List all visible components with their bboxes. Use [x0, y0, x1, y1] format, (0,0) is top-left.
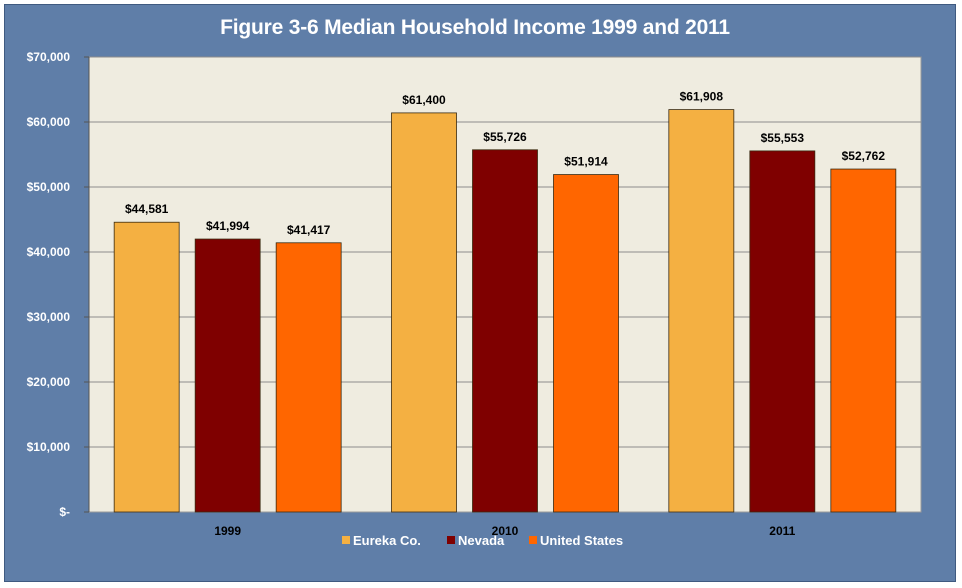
bar: [194, 238, 261, 513]
data-label: $41,417: [287, 223, 331, 237]
bar: [113, 221, 180, 513]
x-tick-label: 2010: [492, 524, 519, 538]
legend-label: Nevada: [458, 533, 505, 548]
data-label: $51,914: [564, 155, 608, 169]
data-label: $55,553: [761, 131, 805, 145]
bar: [391, 112, 457, 513]
data-label: $55,726: [483, 130, 527, 144]
x-tick-label: 1999: [214, 524, 241, 538]
data-label: $61,400: [402, 93, 446, 107]
legend-label: United States: [540, 533, 623, 548]
bar: [472, 149, 538, 513]
data-label: $52,762: [842, 149, 886, 163]
chart-title: Figure 3-6 Median Household Income 1999 …: [220, 16, 730, 39]
y-tick-label: $50,000: [27, 180, 71, 194]
bar: [668, 109, 735, 513]
x-tick-label: 2011: [769, 524, 795, 538]
y-tick-label: $-: [59, 505, 70, 519]
legend-swatch: [529, 536, 537, 544]
y-tick-label: $30,000: [27, 310, 71, 324]
y-tick-label: $40,000: [27, 245, 71, 259]
y-tick-label: $10,000: [27, 440, 71, 454]
bar: [830, 168, 897, 513]
bar: [275, 242, 342, 513]
y-tick-label: $70,000: [27, 50, 71, 64]
legend: Eureka Co. Nevada United States: [342, 533, 623, 548]
data-label: $41,994: [206, 219, 250, 233]
y-tick-label: $60,000: [27, 115, 71, 129]
legend-swatch: [447, 536, 455, 544]
data-label: $61,908: [680, 90, 724, 104]
bar: [749, 150, 816, 513]
bar: [553, 174, 619, 513]
y-tick-label: $20,000: [27, 375, 71, 389]
legend-label: Eureka Co.: [353, 533, 421, 548]
legend-swatch: [342, 536, 350, 544]
data-label: $44,581: [125, 202, 169, 216]
